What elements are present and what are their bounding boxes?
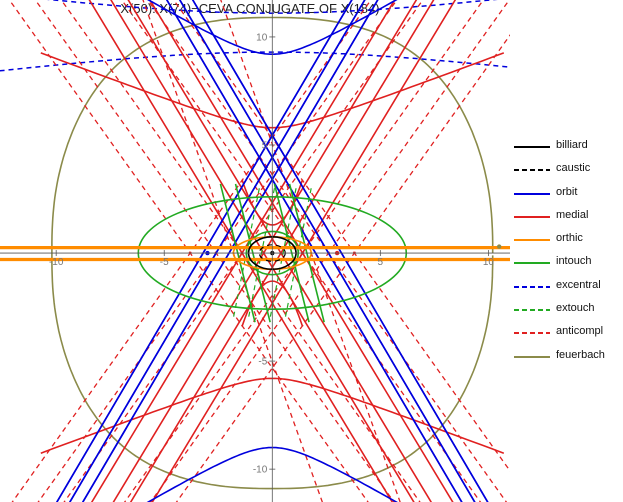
legend-swatch — [514, 309, 550, 312]
legend-swatch — [514, 262, 550, 265]
legend-label: medial — [556, 208, 589, 221]
legend-swatch — [514, 146, 550, 148]
anticompl-curve — [146, 0, 508, 502]
legend-item-extouch: extouch — [514, 302, 622, 325]
legend-swatch — [514, 332, 550, 335]
anticompl-curve — [121, 0, 482, 502]
legend-swatch — [514, 355, 550, 358]
excentral-curve — [46, 0, 498, 14]
anticompl-curve — [37, 0, 398, 502]
feuerbach-point — [496, 244, 502, 249]
legend-label: orthic — [556, 232, 583, 245]
legend-swatch — [514, 285, 550, 288]
legend-item-feuerbach: feuerbach — [514, 349, 622, 372]
legend-item-orbit: orbit — [514, 186, 622, 209]
legend-item-orthic: orthic — [514, 232, 622, 255]
legend-label: excentral — [556, 278, 601, 291]
x-tick-label: 10 — [483, 257, 495, 268]
legend-label: extouch — [556, 302, 595, 315]
y-tick-label: 10 — [256, 32, 268, 43]
anticompl-curve — [172, 0, 510, 472]
medial-curve — [112, 0, 418, 502]
legend-item-billiard: billiard — [514, 139, 622, 162]
legend-swatch — [514, 239, 550, 242]
legend-swatch — [514, 192, 550, 195]
legend-item-caustic: caustic — [514, 162, 622, 185]
legend-label: feuerbach — [556, 348, 605, 361]
anticompl-curve — [149, 0, 510, 502]
x-tick-label: -5 — [160, 257, 169, 268]
legend-label: orbit — [556, 185, 578, 198]
legend-item-excentral: excentral — [514, 279, 622, 302]
legend-item-intouch: intouch — [514, 255, 622, 278]
feuerbach-curve — [51, 16, 494, 490]
anticompl-curve — [63, 0, 424, 502]
legend-swatch — [514, 215, 550, 218]
legend-label: anticompl — [556, 325, 604, 338]
legend-label: intouch — [556, 255, 592, 268]
anticompl-curve — [123, 0, 485, 502]
legend-item-medial: medial — [514, 209, 622, 232]
y-tick-label: 5 — [262, 140, 268, 151]
anticompl-curve — [175, 34, 510, 502]
orbit-curve — [147, 0, 398, 55]
x-tick-label: -10 — [49, 257, 64, 268]
anticompl-curve — [34, 0, 395, 502]
chart-plot: -10 -5 5 10 10 5 -5 -10 — [0, 0, 510, 502]
y-tick-label: -5 — [258, 357, 267, 368]
legend-label: billiard — [556, 139, 588, 151]
legend-item-anticompl: anticompl — [514, 325, 622, 348]
medial-curve — [129, 0, 435, 502]
legend-label: caustic — [556, 162, 591, 175]
medial-curve — [110, 0, 415, 502]
legend-swatch — [514, 169, 550, 172]
medial-curve — [127, 0, 433, 502]
anticompl-curve — [60, 0, 421, 502]
chart-legend: billiard caustic orbit medial orthic intouch e… — [514, 139, 622, 372]
y-tick-label: -10 — [253, 465, 268, 476]
x-tick-label: 5 — [378, 257, 384, 268]
